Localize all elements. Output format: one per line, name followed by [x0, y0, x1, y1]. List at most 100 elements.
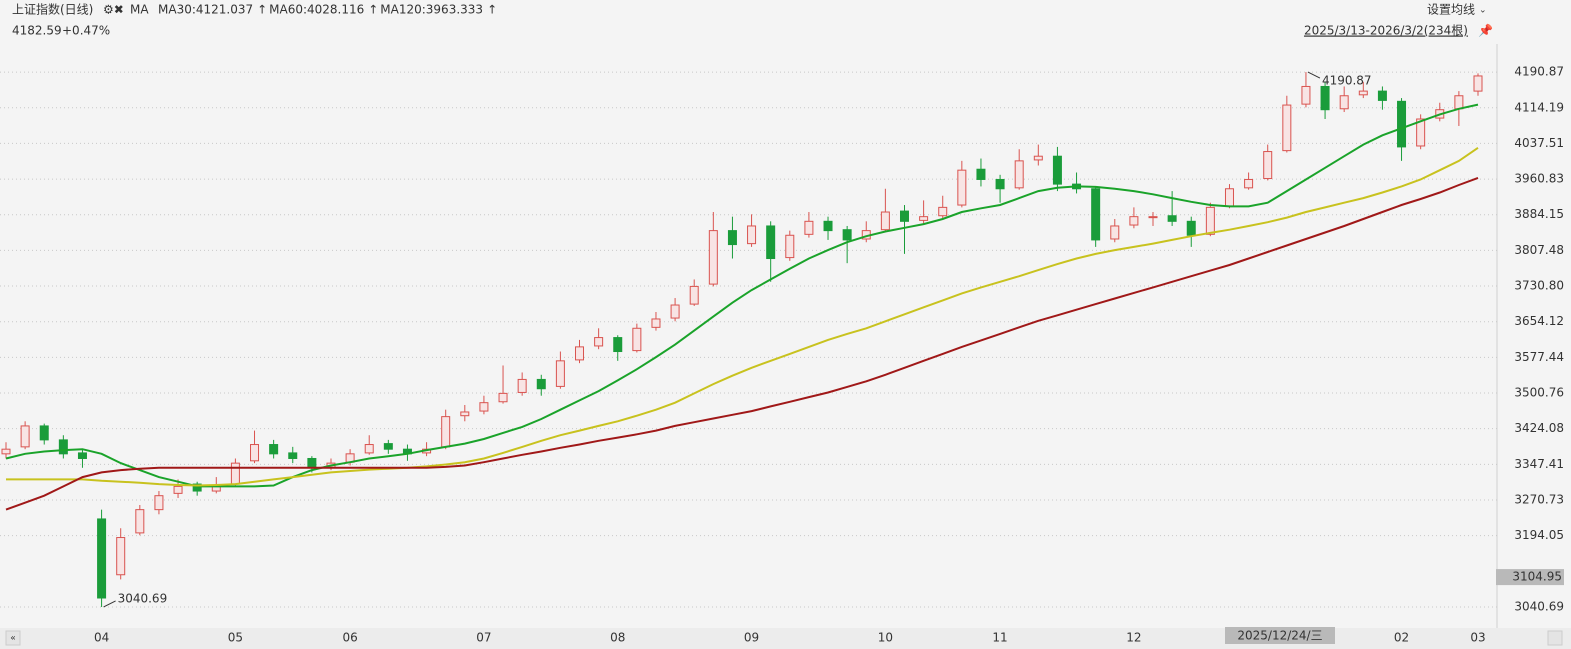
range[interactable]: 2025/3/13-2026/3/2(234根) [1304, 24, 1468, 38]
candle-body [1339, 95, 1349, 110]
scroll-left[interactable] [5, 630, 21, 646]
candle-body [77, 452, 87, 459]
x-tick-label: 09 [744, 631, 759, 645]
x-tick-label: 10 [878, 631, 893, 645]
scroll-right[interactable] [1547, 630, 1563, 646]
indicator: MA [130, 3, 149, 17]
y-tick-label: 3040.69 [1514, 599, 1564, 613]
candle-body [479, 402, 489, 412]
candle-body [747, 225, 757, 245]
y-tick-label: 4190.87 [1514, 65, 1564, 79]
legend-entry: MA120:3963.333 [380, 3, 483, 17]
y-tick-label: 3730.80 [1514, 279, 1564, 293]
y-tick-label: 3654.12 [1514, 314, 1564, 328]
candle-body [899, 210, 909, 222]
settings-button[interactable]: 设置均线 [1427, 3, 1475, 17]
dropdown-icon: ⌄ [1479, 6, 1487, 16]
candle-body [173, 485, 183, 494]
x-tick-label: 07 [476, 631, 491, 645]
settings-icons[interactable]: ⚙✖ [103, 3, 124, 17]
legend-arrow: ↑ [487, 3, 497, 17]
x-tick-label: 05 [228, 631, 243, 645]
pin-icon[interactable]: 📌 [1478, 23, 1493, 38]
candle-body [575, 346, 585, 361]
legend-arrow: ↑ [368, 3, 378, 17]
candle-body [58, 439, 68, 455]
y-tick-label: 3577.44 [1514, 350, 1564, 364]
candle-body [1224, 188, 1234, 207]
x-axis-bar [0, 628, 1571, 649]
legend-entry: MA60:4028.116 [269, 3, 364, 17]
candle-body [823, 220, 833, 232]
candle-body [192, 483, 202, 492]
candle-body [20, 425, 30, 448]
ma-line [6, 146, 1479, 487]
scroll-left-icon: « [10, 634, 16, 644]
candle-body [919, 216, 929, 221]
candle-body [39, 425, 49, 441]
x-tick-label: 02 [1394, 631, 1409, 645]
candle-body [460, 411, 470, 417]
legend-arrow: ↑ [257, 3, 267, 17]
candle-body [976, 168, 986, 180]
ma-line [5, 103, 1479, 488]
y-tick-label: 3500.76 [1514, 386, 1564, 400]
x-tick-label: 11 [992, 631, 1007, 645]
y-tick-label: 3807.48 [1514, 243, 1564, 257]
candle-body [1129, 216, 1139, 226]
candle-body [632, 327, 642, 352]
candle-body [288, 452, 298, 459]
x-tick-label: 08 [610, 631, 625, 645]
candle-body [536, 378, 546, 390]
candle-body [613, 337, 623, 353]
candle-body [785, 234, 795, 259]
candle-body [1263, 151, 1273, 180]
candle-body [97, 518, 107, 599]
candle-body [517, 378, 527, 393]
candle-body [1014, 160, 1024, 189]
crosshair-price: 3104.95 [1512, 570, 1562, 584]
candle-body [1397, 100, 1407, 148]
candle-body [1244, 178, 1254, 189]
candle-body [1110, 225, 1120, 240]
candle-body [1205, 206, 1215, 235]
crosshair-date-box [1225, 627, 1335, 644]
candle-body [766, 225, 776, 260]
candle-body [1473, 75, 1483, 92]
ma-line [5, 176, 1479, 511]
crosshair-price-box [1496, 569, 1564, 586]
candle-body [250, 444, 260, 462]
candle-body [1358, 90, 1368, 96]
y-tick-label: 3347.41 [1514, 457, 1564, 471]
y-tick-label: 3424.08 [1514, 421, 1564, 435]
max-label: 4190.87 [1322, 74, 1372, 88]
candle-body [441, 416, 451, 448]
candle-body [1052, 155, 1062, 185]
x-tick-label: 04 [94, 631, 109, 645]
candle-body [594, 337, 604, 347]
y-tick-label: 3194.05 [1514, 528, 1564, 542]
candle-body [880, 211, 890, 231]
candle-body [804, 220, 814, 235]
candle-body [1033, 155, 1043, 161]
y-tick-label: 4114.19 [1514, 100, 1564, 114]
candle-body [1454, 95, 1464, 110]
last-price: 4182.59 [12, 24, 62, 38]
candle-body [1416, 118, 1426, 147]
y-tick-label: 3960.83 [1514, 172, 1564, 186]
min-arrow [103, 600, 116, 608]
candle-body [727, 230, 737, 246]
candle-body [154, 495, 164, 511]
legend-entry: MA30:4121.037 [158, 3, 253, 17]
candle-body [498, 392, 508, 403]
candle-body [708, 230, 718, 285]
candle-body [1, 448, 11, 455]
candle-body [135, 509, 145, 534]
x-tick-label: 12 [1126, 631, 1141, 645]
candle-body [555, 360, 565, 387]
candle-body [1148, 216, 1158, 219]
candle-body [938, 206, 948, 217]
candle-body [957, 169, 967, 206]
